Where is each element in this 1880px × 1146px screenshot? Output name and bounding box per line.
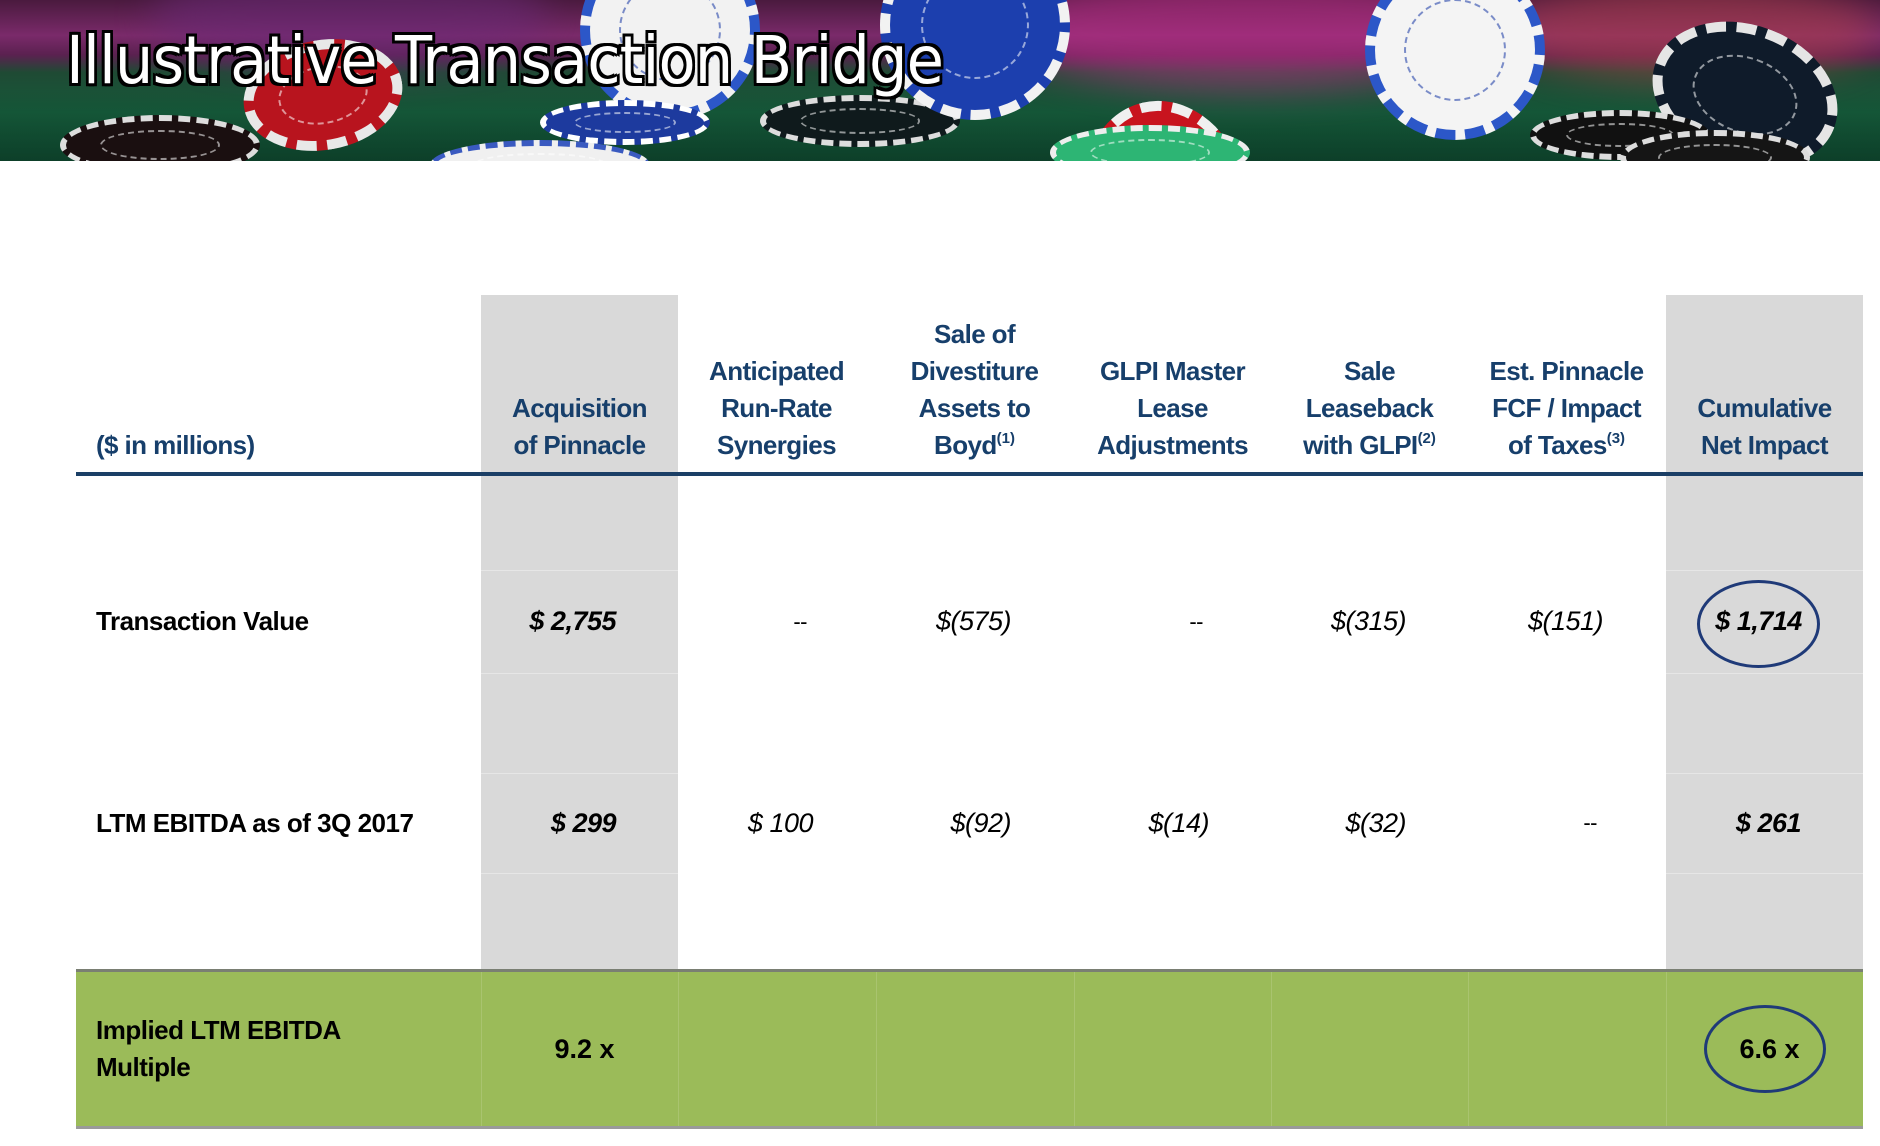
header-line: of Pinnacle — [513, 430, 646, 460]
column-divider — [876, 972, 877, 1126]
header-line: Boyd(1) — [876, 427, 1073, 464]
header-line: Synergies — [717, 430, 836, 460]
row-label: Implied LTM EBITDA Multiple — [96, 972, 341, 1126]
header-line: Anticipated — [709, 356, 845, 386]
column-divider — [481, 972, 482, 1126]
value-cell: $(92) — [950, 807, 1011, 838]
row-separator — [481, 570, 678, 571]
header-line: Adjustments — [1097, 430, 1248, 460]
column-divider — [1271, 972, 1272, 1126]
circle-annotation-icon — [1704, 1005, 1826, 1093]
row-label-line: Multiple — [96, 1052, 191, 1082]
header-line: Est. Pinnacle — [1489, 356, 1644, 386]
row-separator — [481, 673, 678, 674]
poker-chip-icon — [540, 100, 710, 145]
header-line: FCF / Impact — [1492, 393, 1641, 423]
value-cell: $ 2,755 — [529, 606, 616, 636]
value-cell: -- — [793, 608, 807, 634]
row-label-line: Implied LTM EBITDA — [96, 1015, 341, 1045]
table-header: ($ in millions) Acquisition of Pinnacle … — [76, 295, 1863, 472]
value-cell: $(14) — [1148, 807, 1209, 838]
value-cell: $(575) — [935, 606, 1012, 636]
header-line: GLPI Master — [1099, 356, 1246, 386]
header-line: Acquisition — [512, 393, 648, 423]
row-separator — [481, 873, 678, 874]
row-separator — [481, 773, 678, 774]
header-text: of Taxes — [1507, 430, 1607, 460]
page-title: Illustrative Transaction Bridge — [66, 22, 944, 99]
header-text: Boyd — [934, 430, 997, 460]
row-label: LTM EBITDA as of 3Q 2017 — [96, 807, 414, 838]
row-separator — [1666, 873, 1863, 874]
header-line: Divestiture — [910, 356, 1039, 386]
title-banner: Illustrative Transaction Bridge — [0, 0, 1880, 161]
acquisition-column-highlight — [481, 295, 678, 969]
column-header-synergies: Anticipated Run-Rate Synergies — [678, 353, 875, 464]
header-line: Leaseback — [1305, 393, 1434, 423]
value-cell: -- — [1583, 810, 1597, 835]
column-divider — [678, 972, 679, 1126]
column-divider — [1666, 972, 1667, 1126]
column-header-glpi-master-lease: GLPI Master Lease Adjustments — [1074, 353, 1271, 464]
table-row-transaction-value: Transaction Value $ 2,755 -- $(575) -- $… — [76, 570, 1863, 673]
value-cell: $ 100 — [747, 807, 814, 838]
column-divider — [1468, 972, 1469, 1126]
header-line: Sale — [1343, 356, 1396, 386]
header-line: Assets to — [918, 393, 1031, 423]
table-row-ltm-ebitda: LTM EBITDA as of 3Q 2017 $ 299 $ 100 $(9… — [76, 773, 1863, 873]
value-cell: $ 299 — [550, 807, 617, 838]
value-cell-cumulative: $ 261 — [1735, 807, 1802, 838]
footnote-marker: (1) — [996, 430, 1015, 447]
header-line: Net Impact — [1701, 430, 1829, 460]
footnote-marker: (2) — [1417, 430, 1436, 447]
header-line: Cumulative — [1697, 393, 1832, 423]
row-separator — [1666, 673, 1863, 674]
poker-chip-icon — [1365, 0, 1545, 140]
units-label: ($ in millions) — [96, 430, 255, 460]
column-divider — [1074, 972, 1075, 1126]
poker-chip-icon — [60, 115, 260, 161]
column-header-sale-leaseback: Sale Leaseback with GLPI(2) — [1271, 353, 1468, 464]
column-header-divestiture: Sale of Divestiture Assets to Boyd(1) — [876, 316, 1073, 464]
header-line: of Taxes(3) — [1468, 427, 1665, 464]
row-label: Transaction Value — [96, 606, 309, 636]
multiple-value: 9.2 x — [554, 1033, 615, 1064]
header-line: Run-Rate — [721, 393, 832, 423]
transaction-bridge-table: ($ in millions) Acquisition of Pinnacle … — [76, 295, 1863, 1129]
value-cell: $(315) — [1330, 606, 1407, 636]
header-divider — [76, 472, 1863, 476]
value-cell: -- — [1189, 608, 1203, 634]
column-header-fcf-taxes: Est. Pinnacle FCF / Impact of Taxes(3) — [1468, 353, 1665, 464]
table-row-implied-multiple: Implied LTM EBITDA Multiple 9.2 x 6.6 x — [76, 969, 1863, 1129]
value-cell: $(32) — [1345, 807, 1406, 838]
column-header-acquisition: Acquisition of Pinnacle — [481, 390, 678, 464]
value-cell: $(151) — [1527, 606, 1604, 636]
header-line: Sale of — [933, 319, 1016, 349]
row-separator — [1666, 773, 1863, 774]
poker-chip-icon — [1050, 125, 1250, 161]
footnote-marker: (3) — [1606, 430, 1626, 447]
header-text: with GLPI — [1303, 430, 1418, 460]
column-header-cumulative: Cumulative Net Impact — [1666, 390, 1863, 464]
header-line: Lease — [1137, 393, 1208, 423]
circle-annotation-icon — [1697, 580, 1820, 668]
header-line: with GLPI(2) — [1271, 427, 1468, 464]
row-separator — [1666, 570, 1863, 571]
